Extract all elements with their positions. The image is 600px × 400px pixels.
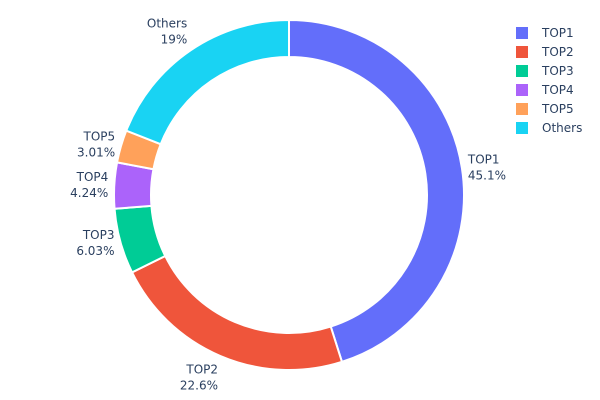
legend-label-top2: TOP2 [541,45,574,59]
label-name-top3: TOP3 [82,228,115,242]
slice-others[interactable] [124,18,290,146]
label-top1: TOP1 45.1% [467,152,506,182]
label-top2: TOP2 22.6% [180,363,218,393]
label-value-top1: 45.1% [468,168,506,182]
legend-label-top1: TOP1 [541,26,574,40]
label-value-top5: 3.01% [77,146,115,160]
label-top4: TOP4 4.24% [70,170,108,200]
legend-item-top4[interactable]: TOP4 [516,83,574,97]
label-name-top5: TOP5 [83,130,116,144]
legend-item-top2[interactable]: TOP2 [516,45,574,59]
legend-label-top4: TOP4 [541,83,574,97]
label-value-others: 19% [161,32,188,46]
legend-swatch-top3 [516,65,528,77]
legend-item-top5[interactable]: TOP5 [516,102,574,116]
label-value-top3: 6.03% [76,244,114,258]
legend-swatch-top2 [516,46,528,58]
legend-swatch-top5 [516,103,528,115]
legend-label-top5: TOP5 [541,102,574,116]
label-top5: TOP5 3.01% [77,130,115,160]
label-name-top2: TOP2 [185,363,218,377]
slice-top4[interactable] [113,161,155,210]
label-name-others: Others [147,16,187,30]
legend-swatch-top4 [516,84,528,96]
labels-layer: TOP1 45.1% TOP2 22.6% TOP3 6.03% TOP4 4.24% TOP5… [70,16,506,392]
slice-top2[interactable] [130,254,344,371]
legend-label-others: Others [542,121,582,135]
legend-swatch-top1 [516,27,528,39]
legend-item-top1[interactable]: TOP1 [516,26,574,40]
slice-top1[interactable] [288,18,465,364]
label-others: Others 19% [147,16,187,46]
legend-label-top3: TOP3 [541,64,574,78]
label-top3: TOP3 6.03% [76,228,114,258]
legend: TOP1 TOP2 TOP3 TOP4 TOP5 Others [516,26,582,135]
label-value-top2: 22.6% [180,379,218,393]
legend-item-others[interactable]: Others [516,121,582,135]
legend-swatch-others [516,122,528,134]
label-value-top4: 4.24% [70,186,108,200]
legend-item-top3[interactable]: TOP3 [516,64,574,78]
slices-layer [113,18,465,371]
label-name-top1: TOP1 [467,152,500,166]
label-name-top4: TOP4 [76,170,109,184]
